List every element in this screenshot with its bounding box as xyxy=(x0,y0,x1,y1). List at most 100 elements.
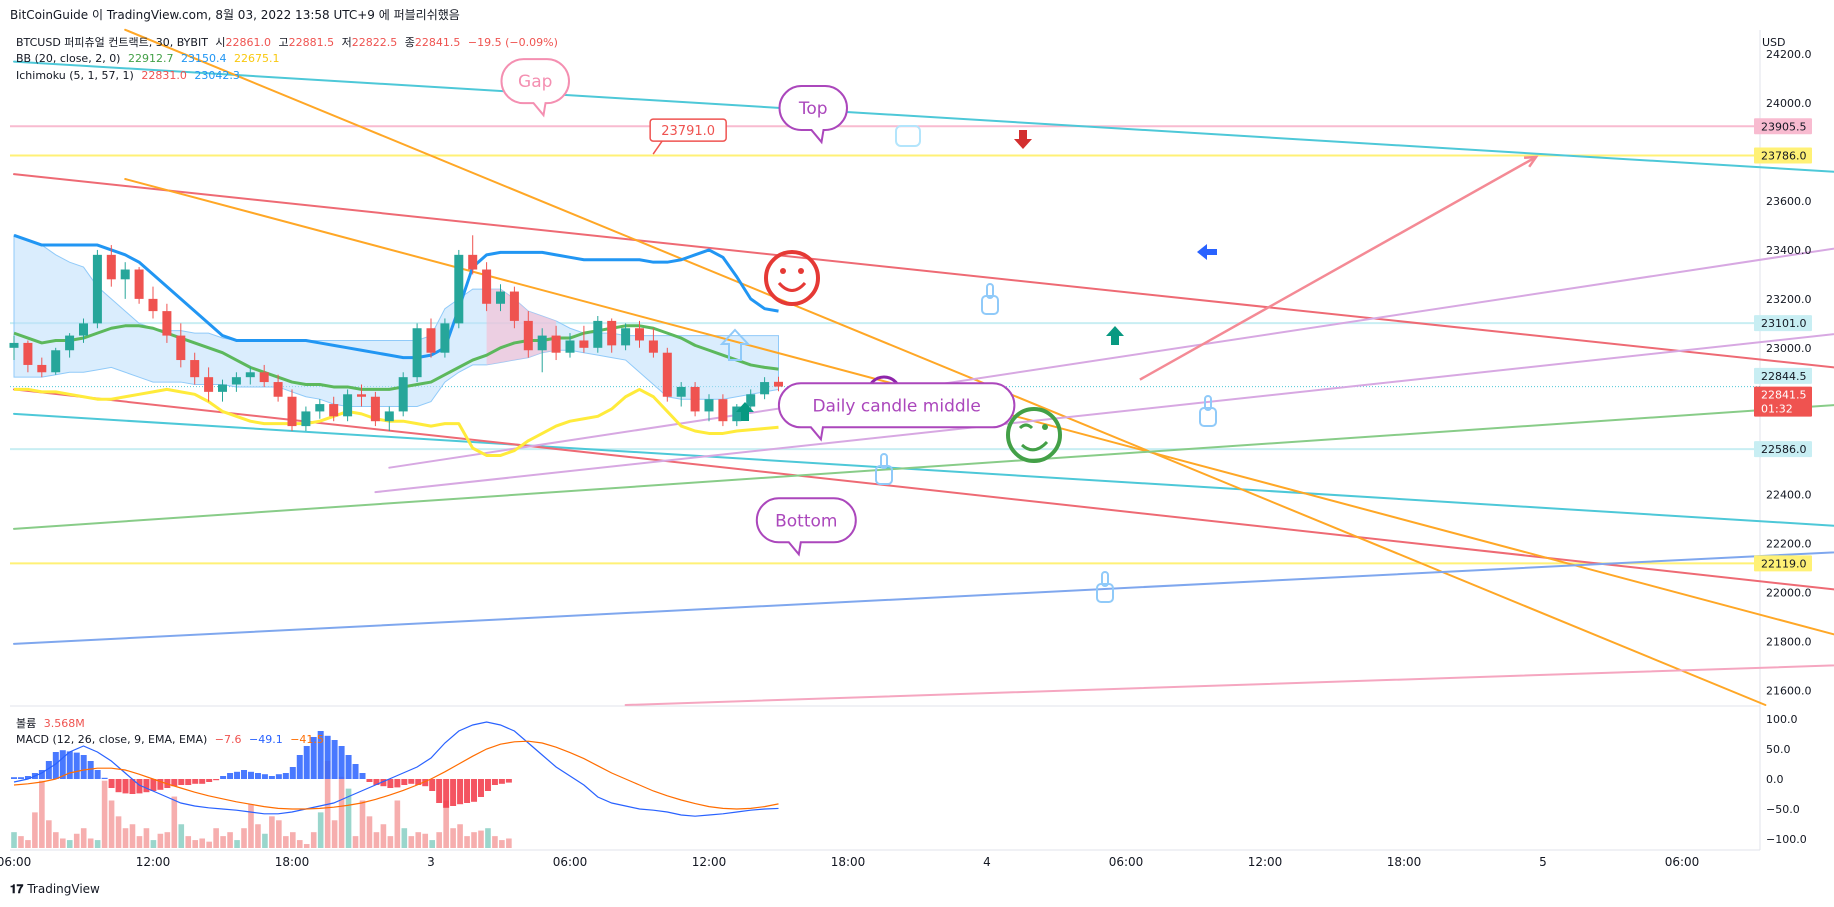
price-badge: 22586.0 xyxy=(1754,441,1812,458)
hand-finger xyxy=(1204,395,1212,411)
volume-bar xyxy=(255,824,261,848)
macd-histogram-bar xyxy=(338,746,345,779)
price-badge: 23101.0 xyxy=(1754,315,1812,332)
candle xyxy=(218,379,227,402)
symbol-legend[interactable]: BTCUSD 퍼피츄얼 컨트랙트, 30, BYBIT 시22861.0 고22… xyxy=(16,34,562,50)
ichimoku-legend[interactable]: Ichimoku (5, 1, 57, 1) 22831.0 23042.3 xyxy=(16,69,244,82)
candle-body xyxy=(148,298,158,312)
volume-legend[interactable]: 볼륨 3.568M xyxy=(16,715,89,731)
macd-histogram-bar xyxy=(115,779,122,793)
bb-legend[interactable]: BB (20, close, 2, 0) 22912.7 23150.4 226… xyxy=(16,52,283,65)
candles[interactable] xyxy=(9,235,784,431)
volume-bar xyxy=(108,800,115,848)
volume-bar xyxy=(450,828,456,848)
bb-upper-line xyxy=(13,233,779,360)
annotation-3[interactable]: Bottom xyxy=(755,497,857,557)
volume-bar xyxy=(366,816,373,848)
volume-bar xyxy=(11,832,17,848)
price-tick-label: 23400.0 xyxy=(1766,244,1812,257)
volume-bar xyxy=(129,824,136,848)
price-badge-text: 22844.5 xyxy=(1761,370,1807,383)
macd-tick-label: 100.0 xyxy=(1766,713,1798,726)
volume-bar xyxy=(73,833,80,848)
trend-line xyxy=(13,551,1834,645)
volume-bar xyxy=(387,836,394,848)
candle-body xyxy=(65,335,75,351)
candle-body xyxy=(690,386,700,412)
symbol-name: BTCUSD 퍼피츄얼 컨트랙트, 30, BYBIT xyxy=(16,36,208,49)
pointing-hand-icon xyxy=(981,283,999,315)
volume-bar xyxy=(94,840,101,848)
volume-bar xyxy=(352,836,359,848)
macd-legend[interactable]: MACD (12, 26, close, 9, EMA, EMA) −7.6 −… xyxy=(16,733,328,746)
volume-value: 3.568M xyxy=(43,717,85,730)
gift-icon xyxy=(895,125,921,147)
price-badge: 23786.0 xyxy=(1754,147,1812,164)
candle xyxy=(454,249,464,329)
annotation-0[interactable]: Gap xyxy=(500,58,570,118)
time-tick-label: 12:00 xyxy=(136,855,171,869)
candle-body xyxy=(120,269,130,280)
candle xyxy=(579,325,589,353)
candle xyxy=(704,394,714,422)
candle xyxy=(92,249,102,329)
trend-line xyxy=(124,178,1834,636)
candle xyxy=(426,318,436,358)
candle-body xyxy=(176,335,186,361)
candle xyxy=(204,367,214,402)
price-badge-box xyxy=(1754,367,1812,384)
price-tick-label: 24000.0 xyxy=(1766,97,1812,110)
candle xyxy=(176,323,186,368)
decorations xyxy=(719,125,1217,603)
candle-body xyxy=(79,323,88,336)
candle xyxy=(690,382,700,417)
macd-histogram-bar xyxy=(73,752,80,779)
candle xyxy=(551,325,561,361)
candle-body xyxy=(523,320,533,351)
price-axis[interactable]: USD24200.024000.023800.023600.023400.023… xyxy=(1762,36,1812,846)
macd-histogram-bar xyxy=(408,779,415,784)
volume-bar xyxy=(18,836,24,848)
candle-body xyxy=(774,381,783,387)
pointing-hand-icon xyxy=(1199,395,1217,427)
time-tick-label: 06:00 xyxy=(553,855,588,869)
macd-histogram-bar xyxy=(317,731,324,779)
time-tick-label: 3 xyxy=(427,855,435,869)
trend-line xyxy=(388,247,1834,469)
macd-histogram-bar xyxy=(136,779,143,794)
ohlc-open: 시22861.0 xyxy=(215,36,271,49)
candle xyxy=(106,245,116,287)
candle-body xyxy=(357,394,366,397)
time-tick-label: 06:00 xyxy=(1665,855,1700,869)
price-tick-label: 22400.0 xyxy=(1766,489,1812,502)
up-arrow-icon xyxy=(1106,326,1124,345)
macd-histogram-bar xyxy=(227,773,234,779)
macd-histogram-bar xyxy=(324,735,331,779)
ohlc-close: 종22841.5 xyxy=(405,36,461,49)
candle xyxy=(384,406,394,431)
macd-histogram-bar xyxy=(436,779,443,803)
time-axis[interactable]: 06:00 12:00 18:00 3 06:00 12:00 18:00 4 06:00 12:… xyxy=(0,855,1699,869)
annotation-4[interactable]: 23791.0 xyxy=(649,118,727,155)
macd-line xyxy=(13,721,779,817)
macd-histogram-bar xyxy=(268,776,275,779)
hand-palm xyxy=(981,295,999,315)
time-tick-label: 12:00 xyxy=(692,855,727,869)
trend-line xyxy=(13,412,1834,527)
volume-bar xyxy=(220,836,226,848)
annotations[interactable]: Gap Top Daily candle middle Bottom 23791.0 xyxy=(500,58,1016,557)
volume-bar xyxy=(80,828,87,848)
volume-bar xyxy=(276,820,282,848)
annotation-2[interactable]: Daily candle middle xyxy=(777,382,1016,442)
candle xyxy=(65,333,75,358)
grid xyxy=(10,30,1761,851)
tradingview-logo[interactable]: 𝟏𝟕 TradingView xyxy=(10,882,100,897)
price-badge-box xyxy=(1754,118,1812,135)
candle xyxy=(287,389,297,431)
candle-body xyxy=(218,384,227,392)
candle-body xyxy=(343,394,353,417)
annotation-1[interactable]: Top xyxy=(778,85,848,145)
volume-bar xyxy=(150,840,157,848)
macd-tick-label: −50.0 xyxy=(1766,803,1800,816)
time-tick-label: 5 xyxy=(1539,855,1547,869)
